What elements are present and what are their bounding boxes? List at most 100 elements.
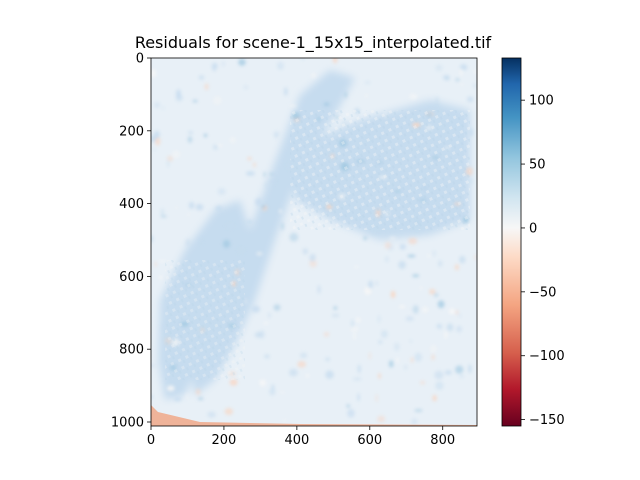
residual-speckle [427, 253, 430, 259]
plot-frame [150, 57, 478, 427]
residual-speckle [375, 394, 378, 403]
residual-speckle [174, 206, 178, 209]
residual-speckle [317, 285, 321, 294]
y-tick-label: 0 [136, 52, 144, 67]
residual-speckle [473, 69, 477, 74]
residual-speckle [458, 314, 462, 317]
residual-speckle [300, 352, 308, 359]
residual-speckle [438, 260, 443, 267]
residual-speckle [153, 148, 156, 151]
residual-speckle [259, 379, 267, 387]
residual-speckle [408, 237, 418, 245]
x-axis: 0 200 400 600 800 [147, 426, 455, 448]
residual-speckle [388, 360, 394, 368]
residual-speckle [264, 354, 270, 359]
residual-speckle [333, 306, 338, 310]
residual-speckle [325, 370, 334, 379]
residual-speckle [434, 96, 440, 105]
residual-speckle [378, 340, 383, 344]
residual-speckle [414, 409, 423, 412]
residual-speckle [381, 330, 388, 339]
colorbar [501, 57, 522, 427]
residual-speckle [167, 159, 170, 168]
residual-speckle [256, 251, 263, 256]
residual-speckle [398, 305, 406, 309]
residual-speckle [409, 339, 412, 343]
residual-speckle [238, 58, 246, 66]
residual-speckle [323, 332, 330, 337]
y-tick-label: 1000 [111, 415, 144, 430]
residual-speckle [311, 72, 317, 79]
residual-speckle [440, 323, 442, 330]
residual-speckle [151, 68, 157, 78]
residual-speckle [459, 255, 466, 264]
bottom-left-edge [151, 405, 477, 426]
residual-speckle [429, 288, 436, 295]
residual-speckle [246, 220, 254, 224]
urban-texture-right [290, 110, 470, 230]
residual-speckle [171, 150, 181, 159]
y-tick-label: 400 [119, 197, 144, 212]
residual-speckle [197, 397, 204, 400]
colorbar-tick-label: 100 [529, 94, 554, 109]
residual-speckle [161, 106, 165, 110]
y-tick-label: 200 [119, 124, 144, 139]
residual-speckle [350, 326, 359, 332]
residual-speckle [398, 260, 406, 269]
residual-speckle [384, 241, 392, 249]
residual-speckle [357, 364, 361, 374]
residual-speckle [264, 181, 269, 188]
residual-speckle [455, 365, 464, 374]
residual-speckle [409, 93, 418, 100]
residual-speckle [404, 365, 407, 370]
residual-speckle [469, 178, 473, 184]
residual-speckle [346, 404, 350, 408]
residual-speckle [389, 236, 396, 240]
residual-speckle [279, 209, 282, 213]
residual-speckle [399, 243, 406, 250]
residual-speckle [412, 274, 420, 278]
residual-speckle [469, 128, 474, 137]
x-tick-label: 600 [357, 433, 382, 448]
residual-speckle [289, 104, 297, 107]
residual-speckle [468, 364, 472, 374]
residual-speckle [151, 395, 153, 399]
residual-speckle [268, 312, 271, 318]
residual-speckle [353, 377, 362, 381]
residual-speckle [282, 419, 287, 422]
residual-speckle [251, 305, 261, 313]
residual-speckle [363, 236, 368, 241]
residual-speckle [166, 385, 175, 392]
residual-speckle [364, 286, 372, 295]
residual-speckle [344, 91, 347, 98]
residual-speckle [224, 408, 233, 415]
residual-speckle [459, 68, 463, 77]
urban-texture-left [165, 260, 245, 380]
residual-speckle [192, 99, 198, 103]
residual-speckle [353, 265, 359, 268]
residual-speckle [222, 61, 225, 67]
residual-speckle [281, 222, 284, 231]
residual-speckle [302, 248, 309, 255]
residual-speckle [203, 133, 208, 138]
residual-speckle [347, 408, 355, 418]
residual-speckle [157, 260, 167, 262]
x-tick-label: 0 [147, 433, 155, 448]
colorbar-axis: −150 −100 −50 0 50 100 [521, 94, 565, 428]
residual-speckle [419, 286, 423, 290]
residual-speckle [155, 136, 161, 146]
residual-speckle [301, 58, 305, 60]
residual-speckle [390, 290, 396, 299]
residual-speckle [151, 364, 156, 367]
residual-speckle [277, 61, 284, 70]
residual-speckle [454, 264, 459, 271]
residual-speckle [455, 78, 460, 82]
residual-speckle [198, 75, 205, 80]
residual-speckle [323, 102, 330, 107]
residual-speckle [263, 171, 266, 177]
residual-speckle [429, 344, 437, 354]
residual-speckle [154, 261, 157, 267]
colorbar-tick-label: −100 [529, 349, 565, 364]
x-tick-label: 400 [284, 433, 309, 448]
y-axis: 0 200 400 600 800 1000 [111, 52, 151, 430]
